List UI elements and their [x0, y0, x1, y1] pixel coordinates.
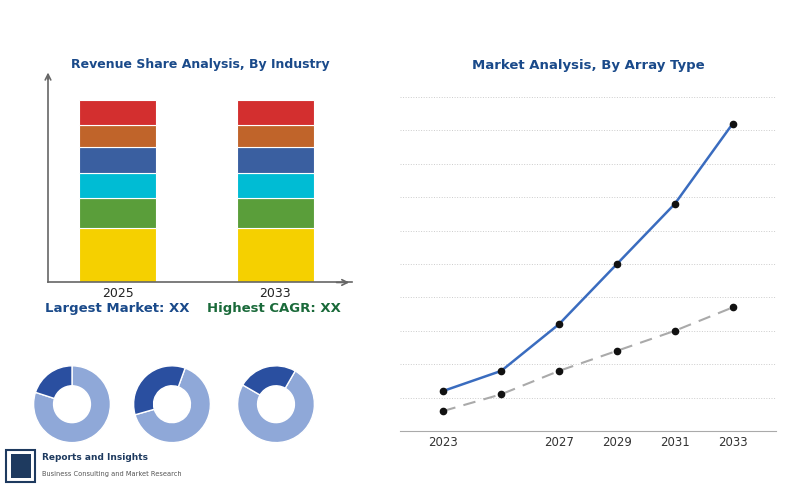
Text: Largest Market: XX: Largest Market: XX — [46, 302, 190, 315]
Bar — [79, 199, 156, 228]
Wedge shape — [238, 371, 314, 443]
Title: Revenue Share Analysis, By Industry: Revenue Share Analysis, By Industry — [70, 58, 330, 71]
Bar — [79, 148, 156, 173]
Text: GLOBAL ACOUSTIC CAMERA MARKET SEGMENT ANALYSIS: GLOBAL ACOUSTIC CAMERA MARKET SEGMENT AN… — [14, 27, 502, 42]
Wedge shape — [134, 366, 185, 415]
Bar — [237, 199, 314, 228]
Text: Highest CAGR: XX: Highest CAGR: XX — [206, 302, 341, 315]
Text: Reports and Insights: Reports and Insights — [42, 453, 148, 463]
Bar — [79, 100, 156, 126]
Bar — [237, 228, 314, 282]
Bar — [237, 173, 314, 199]
Title: Market Analysis, By Array Type: Market Analysis, By Array Type — [472, 59, 704, 72]
Bar — [237, 125, 314, 147]
Bar — [79, 228, 156, 282]
Bar — [237, 148, 314, 173]
Bar — [237, 100, 314, 126]
Bar — [79, 125, 156, 147]
Bar — [6, 450, 35, 482]
Wedge shape — [135, 368, 210, 443]
Wedge shape — [242, 366, 295, 395]
Wedge shape — [34, 366, 110, 443]
Bar — [10, 454, 31, 478]
Text: Business Consulting and Market Research: Business Consulting and Market Research — [42, 470, 182, 477]
Bar — [79, 173, 156, 199]
Wedge shape — [35, 366, 72, 398]
